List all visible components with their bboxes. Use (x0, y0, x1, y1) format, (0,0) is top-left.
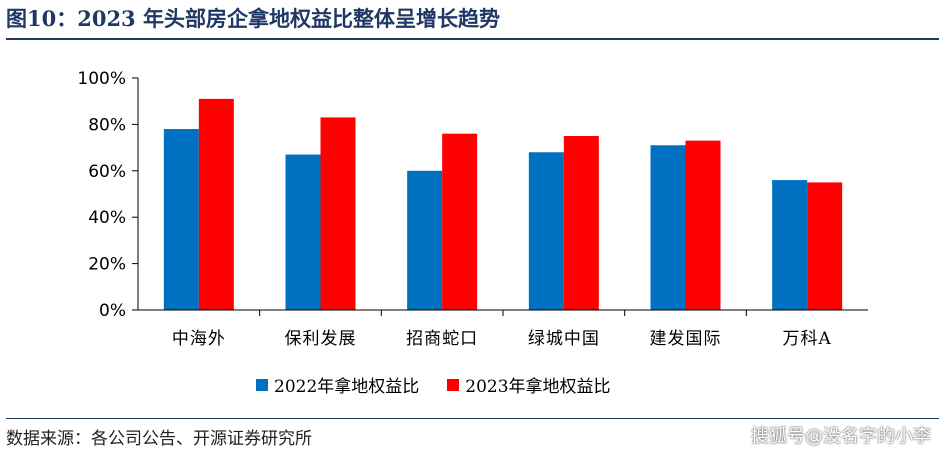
footer-divider (6, 418, 939, 419)
y-tick-label: 40% (88, 208, 126, 228)
y-tick-label: 0% (99, 301, 126, 321)
chart-title: 图10：2023 年头部房企拿地权益比整体呈增长趋势 (6, 6, 500, 31)
y-tick-label: 60% (88, 162, 126, 182)
bar-2023 (685, 140, 721, 310)
legend-swatch-2023 (447, 378, 460, 391)
bar-chart: 0% 20% 40% 60% 80% 100% 中海外 保利发展 招商蛇口 绿城中国 建发国际 万科… (77, 69, 868, 349)
legend-item-2023: 2023年拿地权益比 (447, 372, 611, 397)
x-category-label: 建发国际 (650, 329, 722, 349)
x-category-label: 中海外 (172, 329, 226, 349)
bar-2023 (563, 136, 599, 310)
bar-2023 (198, 98, 234, 310)
bar-2022 (285, 154, 321, 310)
bar-2022 (407, 170, 443, 310)
x-category-label: 保利发展 (285, 329, 357, 349)
x-category-label: 万科A (783, 329, 832, 349)
source-note: 数据来源：各公司公告、开源证券研究所 (6, 429, 312, 449)
x-category-label: 招商蛇口 (406, 329, 478, 349)
watermark: 搜狐号@没名字的小李 (751, 426, 931, 447)
x-axis: 中海外 保利发展 招商蛇口 绿城中国 建发国际 万科A (138, 309, 868, 349)
legend-label-2022: 2022年拿地权益比 (274, 377, 420, 397)
bar-2022 (772, 180, 808, 310)
legend-item-2022: 2022年拿地权益比 (256, 372, 419, 397)
bar-2023 (320, 117, 356, 310)
bar-2023 (807, 182, 843, 310)
x-category-label: 绿城中国 (528, 329, 600, 349)
legend-swatch-2022 (256, 378, 268, 391)
title-divider (6, 38, 939, 40)
y-tick-label: 100% (77, 69, 126, 89)
y-tick-label: 80% (88, 115, 126, 135)
bar-2022 (163, 129, 199, 310)
legend-label-2023: 2023年拿地权益比 (465, 377, 611, 397)
bar-2023 (442, 133, 478, 310)
bar-2022 (650, 145, 686, 310)
legend: 2022年拿地权益比 2023年拿地权益比 (256, 372, 611, 397)
y-axis: 0% 20% 40% 60% 80% 100% (77, 69, 139, 321)
bar-2022 (528, 152, 564, 310)
y-tick-label: 20% (88, 255, 126, 275)
bars (163, 98, 843, 310)
